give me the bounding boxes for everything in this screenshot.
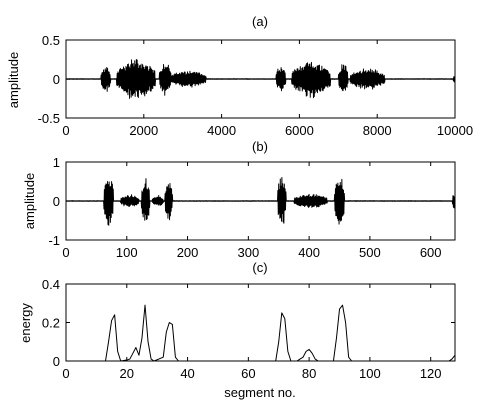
- panel-a-xtick-label: 10000: [437, 123, 473, 138]
- panel-b-ticks: 0 100 200 300 400 500 600-101: [48, 155, 455, 260]
- panel-b: (b) amplitude 0 100 200 300 400 500 600-101: [22, 139, 456, 260]
- panel-a-ytick-label: -0.5: [38, 111, 60, 126]
- panel-b-ylabel: amplitude: [22, 173, 37, 229]
- panel-c-ytick-label: 0.2: [42, 316, 60, 331]
- panel-c-xtick-label: 0: [62, 366, 69, 381]
- panel-b-ytick-label: -1: [48, 233, 60, 248]
- panel-c-energy-line: [66, 304, 456, 362]
- panel-b-ytick-label: 1: [53, 155, 60, 170]
- panel-a-xtick-label: 8000: [363, 123, 392, 138]
- panel-a-xtick-label: 4000: [207, 123, 236, 138]
- panel-a-waveform: [65, 59, 456, 99]
- panel-c-ytick-label: 0: [53, 354, 60, 369]
- panel-b-xtick-label: 300: [237, 245, 259, 260]
- panel-c-xtick-label: 120: [420, 366, 442, 381]
- panel-a-ylabel: amplitude: [6, 52, 21, 108]
- panel-a-xtick-label: 6000: [285, 123, 314, 138]
- panel-b-xtick-label: 400: [298, 245, 320, 260]
- panel-c-frame: [65, 283, 456, 362]
- panel-b-title: (b): [252, 139, 268, 154]
- panel-b-xtick-label: 200: [177, 245, 199, 260]
- panel-c-ytick-label: 0.4: [42, 277, 60, 292]
- panel-a-ticks: 0 2000 4000 6000 8000 10000-0.500.5: [38, 33, 473, 138]
- panel-b-xtick-label: 100: [116, 245, 138, 260]
- panel-b-ytick-label: 0: [53, 194, 60, 209]
- panel-c-title: (c): [252, 260, 267, 275]
- panel-c-xtick-label: 100: [359, 366, 381, 381]
- panel-c-xtick-label: 20: [120, 366, 134, 381]
- panel-c-ticks: 0 20 40 60 80 100 120 0 0.2 0.4: [42, 277, 455, 381]
- panel-c-ylabel: energy: [18, 303, 33, 343]
- panel-b-xtick-label: 0: [62, 245, 69, 260]
- panel-a-ytick-label: 0: [53, 72, 60, 87]
- panel-a-title: (a): [252, 14, 268, 29]
- panel-c: (c) energy segment no. 0 20 40 60 80 100 12000…: [18, 260, 456, 400]
- panel-c-xtick-label: 40: [180, 366, 194, 381]
- panel-a: (a) amplitude 0 2000 4000 6000 8000 10000 -0.5…: [6, 14, 473, 138]
- panel-c-xtick-label: 80: [302, 366, 316, 381]
- panel-b-xtick-label: 600: [420, 245, 442, 260]
- panel-c-xtick-label: 60: [241, 366, 255, 381]
- panel-b-xtick-label: 500: [359, 245, 381, 260]
- panel-a-ytick-label: 0.5: [42, 33, 60, 48]
- panel-c-xlabel: segment no.: [224, 385, 296, 400]
- panel-a-xtick-label: 0: [62, 123, 69, 138]
- panel-b-waveform: [65, 177, 456, 226]
- panel-a-xtick-label: 2000: [129, 123, 158, 138]
